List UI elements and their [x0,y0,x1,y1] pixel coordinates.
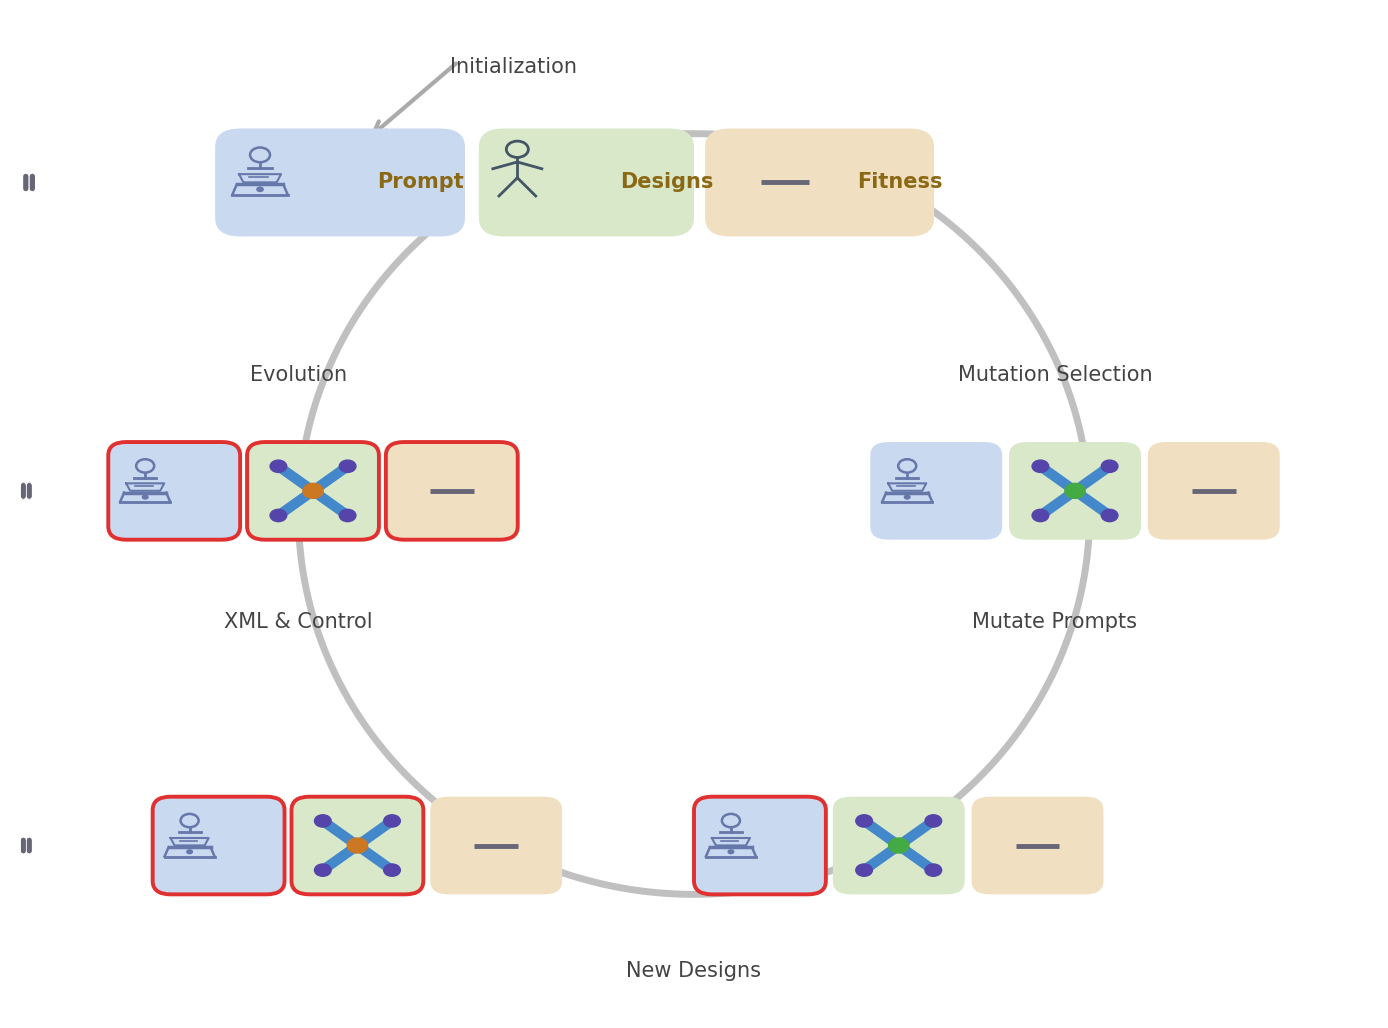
FancyBboxPatch shape [215,128,465,236]
Circle shape [924,815,941,828]
FancyBboxPatch shape [26,483,32,499]
Circle shape [315,815,332,828]
FancyBboxPatch shape [247,442,379,540]
Text: XML & Control: XML & Control [223,612,373,632]
FancyBboxPatch shape [972,797,1103,894]
Circle shape [1033,509,1049,521]
FancyBboxPatch shape [153,797,285,894]
FancyBboxPatch shape [833,797,965,894]
Text: Fitness: Fitness [856,173,942,192]
Text: Prompt: Prompt [378,173,464,192]
Text: Mutate Prompts: Mutate Prompts [973,612,1137,632]
FancyBboxPatch shape [21,483,26,499]
FancyBboxPatch shape [1148,442,1280,540]
FancyBboxPatch shape [694,797,826,894]
Circle shape [1033,461,1049,473]
FancyBboxPatch shape [291,797,423,894]
Circle shape [257,186,264,192]
Circle shape [888,838,909,853]
FancyBboxPatch shape [21,838,26,853]
Circle shape [1101,509,1117,521]
Circle shape [856,815,873,828]
FancyBboxPatch shape [705,128,934,236]
Text: Evolution: Evolution [250,365,347,386]
Circle shape [856,864,873,876]
Circle shape [904,494,911,500]
Circle shape [142,494,149,500]
Circle shape [271,461,287,473]
FancyBboxPatch shape [21,483,26,499]
Circle shape [383,864,400,876]
FancyBboxPatch shape [26,483,32,499]
Circle shape [271,509,287,521]
FancyBboxPatch shape [386,442,518,540]
Text: Designs: Designs [620,173,713,192]
FancyBboxPatch shape [26,838,32,853]
FancyBboxPatch shape [24,174,28,191]
FancyBboxPatch shape [21,838,26,853]
FancyBboxPatch shape [870,442,1002,540]
Circle shape [186,849,193,854]
Circle shape [303,483,323,499]
Circle shape [347,838,368,853]
Text: Initialization: Initialization [450,57,577,77]
Circle shape [339,509,355,521]
Text: New Designs: New Designs [626,961,762,982]
Circle shape [924,864,941,876]
FancyBboxPatch shape [108,442,240,540]
Circle shape [383,815,400,828]
FancyBboxPatch shape [430,797,562,894]
FancyBboxPatch shape [1009,442,1141,540]
Text: Mutation Selection: Mutation Selection [958,365,1152,386]
Circle shape [1101,461,1117,473]
FancyBboxPatch shape [29,174,35,191]
Circle shape [1065,483,1085,499]
FancyBboxPatch shape [26,838,32,853]
Circle shape [727,849,734,854]
FancyBboxPatch shape [479,128,694,236]
Circle shape [339,461,355,473]
Circle shape [315,864,332,876]
